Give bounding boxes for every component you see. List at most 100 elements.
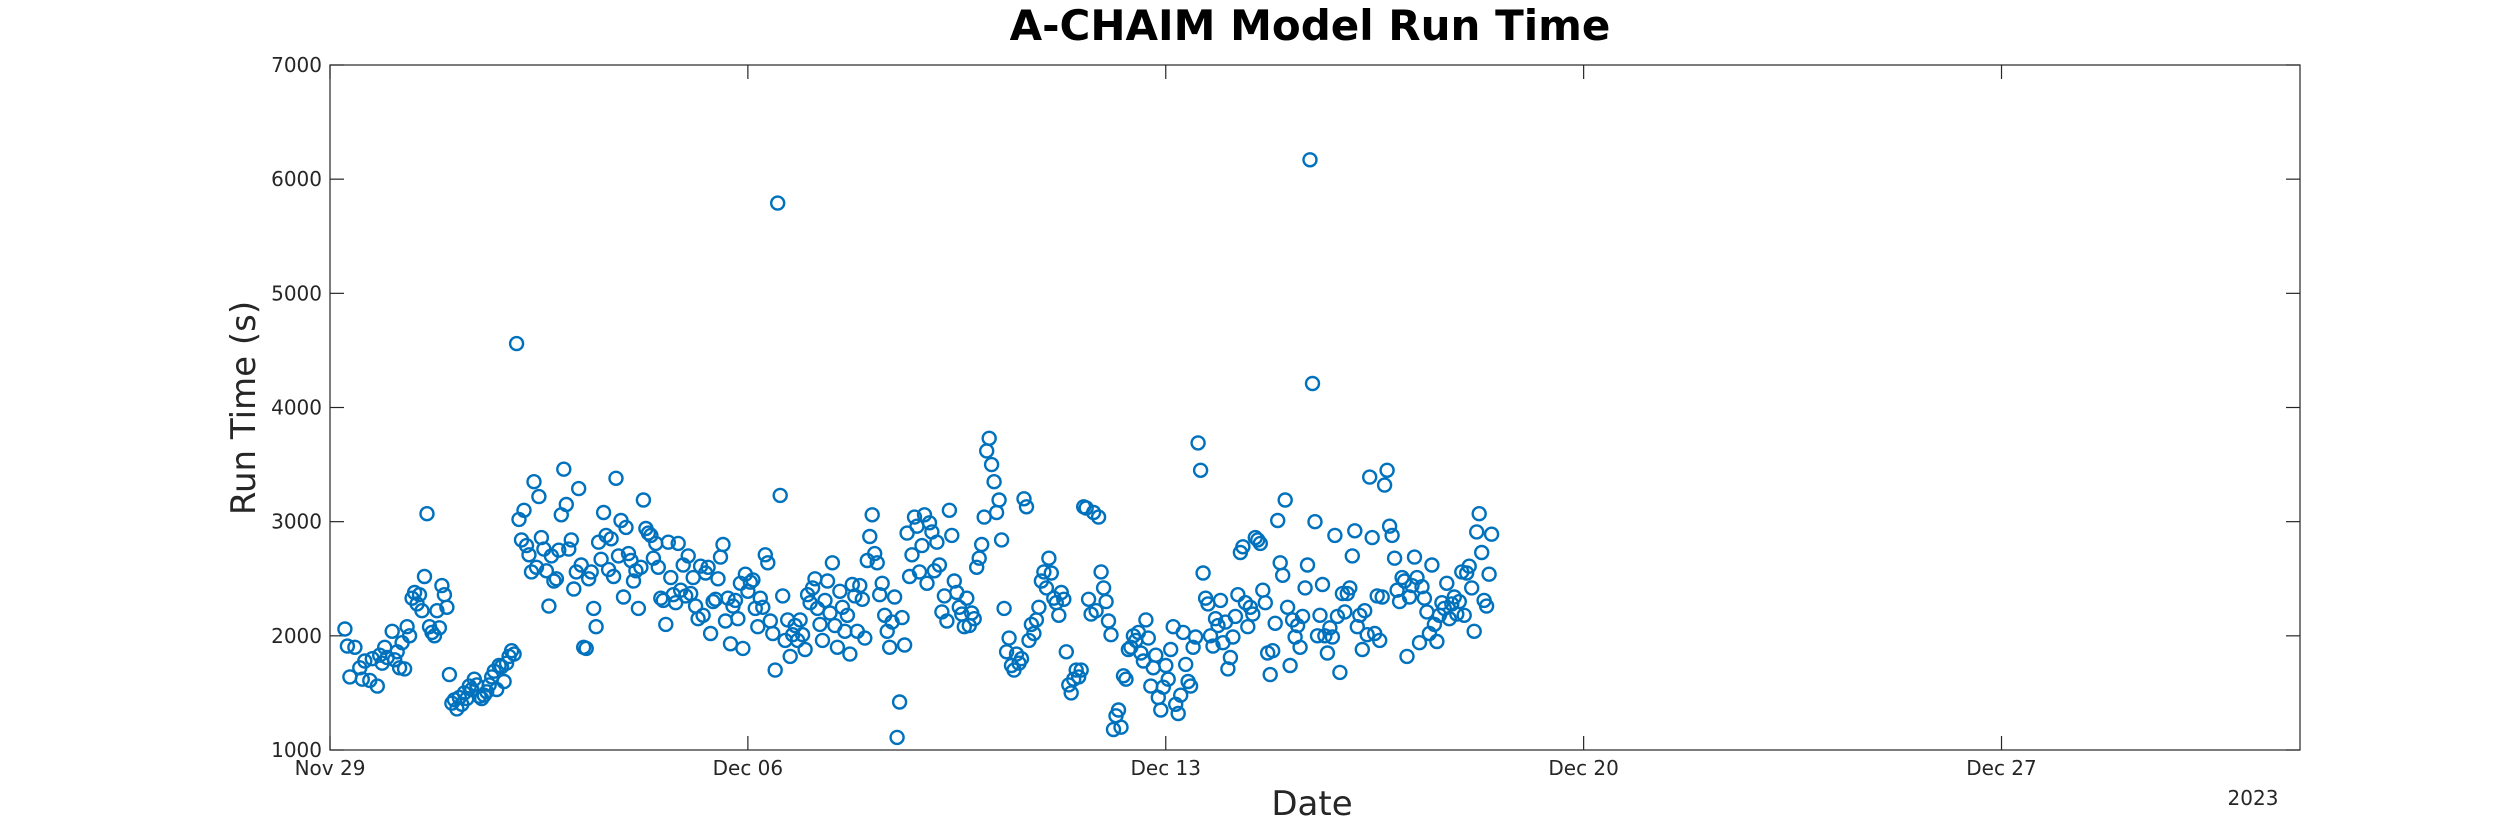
data-point [1177, 656, 1194, 673]
data-point [1041, 550, 1057, 566]
data-point [434, 577, 450, 594]
y-tick-label: 3000 [271, 510, 322, 534]
data-point [959, 590, 975, 606]
data-point [1240, 619, 1256, 635]
data-point [603, 531, 619, 547]
data-point [670, 535, 686, 552]
data-point [1162, 641, 1179, 658]
data-point [772, 487, 788, 504]
data-point [1359, 627, 1375, 643]
data-point [561, 541, 577, 557]
data-point [1411, 635, 1428, 651]
data-point [1356, 603, 1373, 619]
data-point [916, 507, 933, 523]
data-point [401, 628, 418, 644]
data-point [357, 653, 373, 669]
x-tick-label: Dec 13 [1130, 756, 1201, 780]
data-point [1406, 549, 1423, 565]
data-point [1113, 719, 1129, 735]
data-point [630, 600, 647, 617]
data-point [1424, 557, 1440, 573]
y-tick-label: 4000 [271, 396, 322, 420]
data-point [1242, 599, 1259, 615]
data-point [782, 648, 798, 665]
plot-frame [329, 64, 2301, 751]
data-point [411, 587, 428, 603]
data-point [1364, 529, 1380, 546]
data-point [508, 335, 525, 352]
data-point [1160, 671, 1176, 687]
data-point [1264, 643, 1281, 659]
data-point [578, 640, 594, 657]
data-point [518, 537, 535, 554]
data-point [819, 573, 836, 589]
data-point [702, 625, 719, 642]
data-point [775, 588, 791, 604]
data-point [1140, 630, 1157, 646]
data-point [1439, 575, 1455, 591]
data-point [720, 590, 736, 606]
data-point [1235, 539, 1251, 555]
data-point [429, 603, 445, 619]
data-point [1103, 627, 1119, 643]
data-point [1294, 608, 1311, 625]
data-point [891, 694, 908, 710]
data-point [1031, 599, 1047, 615]
y-tick-label: 1000 [271, 738, 322, 762]
data-point [1379, 462, 1395, 478]
data-point [337, 621, 353, 637]
data-point [695, 607, 711, 623]
data-point [1133, 645, 1149, 661]
x-tick-label: Dec 06 [713, 756, 784, 780]
data-point [894, 609, 910, 626]
data-point [896, 637, 913, 653]
data-point [1297, 580, 1313, 596]
data-point [1080, 591, 1097, 607]
data-point [396, 661, 413, 677]
data-point [339, 638, 356, 654]
data-point [1312, 607, 1328, 623]
data-point [794, 627, 811, 643]
data-point [635, 492, 652, 508]
data-point [1451, 593, 1468, 610]
data-point [1262, 666, 1278, 683]
data-point [541, 598, 557, 614]
data-point [663, 569, 679, 586]
data-point [1001, 630, 1017, 646]
data-point [583, 564, 599, 580]
data-point [829, 639, 846, 655]
data-point [1043, 565, 1060, 581]
data-point [1352, 607, 1368, 623]
plot-area [329, 64, 2301, 751]
data-point [1153, 702, 1169, 718]
data-point [986, 474, 1002, 490]
data-point [867, 545, 883, 562]
data-point [857, 630, 873, 646]
data-point [416, 568, 433, 585]
data-point [1016, 491, 1032, 507]
y-tick-label: 5000 [271, 281, 322, 305]
data-point [683, 585, 699, 602]
data-point [1463, 580, 1480, 596]
data-point [911, 564, 928, 580]
data-point [882, 639, 898, 655]
data-point [842, 646, 858, 662]
data-point [1471, 506, 1487, 522]
data-point [441, 666, 458, 683]
data-point [633, 559, 649, 575]
data-point [812, 616, 828, 633]
data-point [742, 574, 759, 590]
data-point [1210, 617, 1226, 634]
data-point [996, 600, 1012, 617]
data-point [834, 599, 851, 615]
data-point [1013, 651, 1030, 667]
x-tick-label: Nov 29 [295, 756, 366, 780]
data-point [1192, 462, 1209, 478]
data-point [765, 625, 781, 642]
data-point [496, 673, 512, 690]
data-point [1098, 593, 1114, 610]
data-point [710, 571, 726, 587]
data-point [906, 509, 923, 525]
data-point [546, 573, 562, 589]
data-point [1404, 577, 1420, 594]
